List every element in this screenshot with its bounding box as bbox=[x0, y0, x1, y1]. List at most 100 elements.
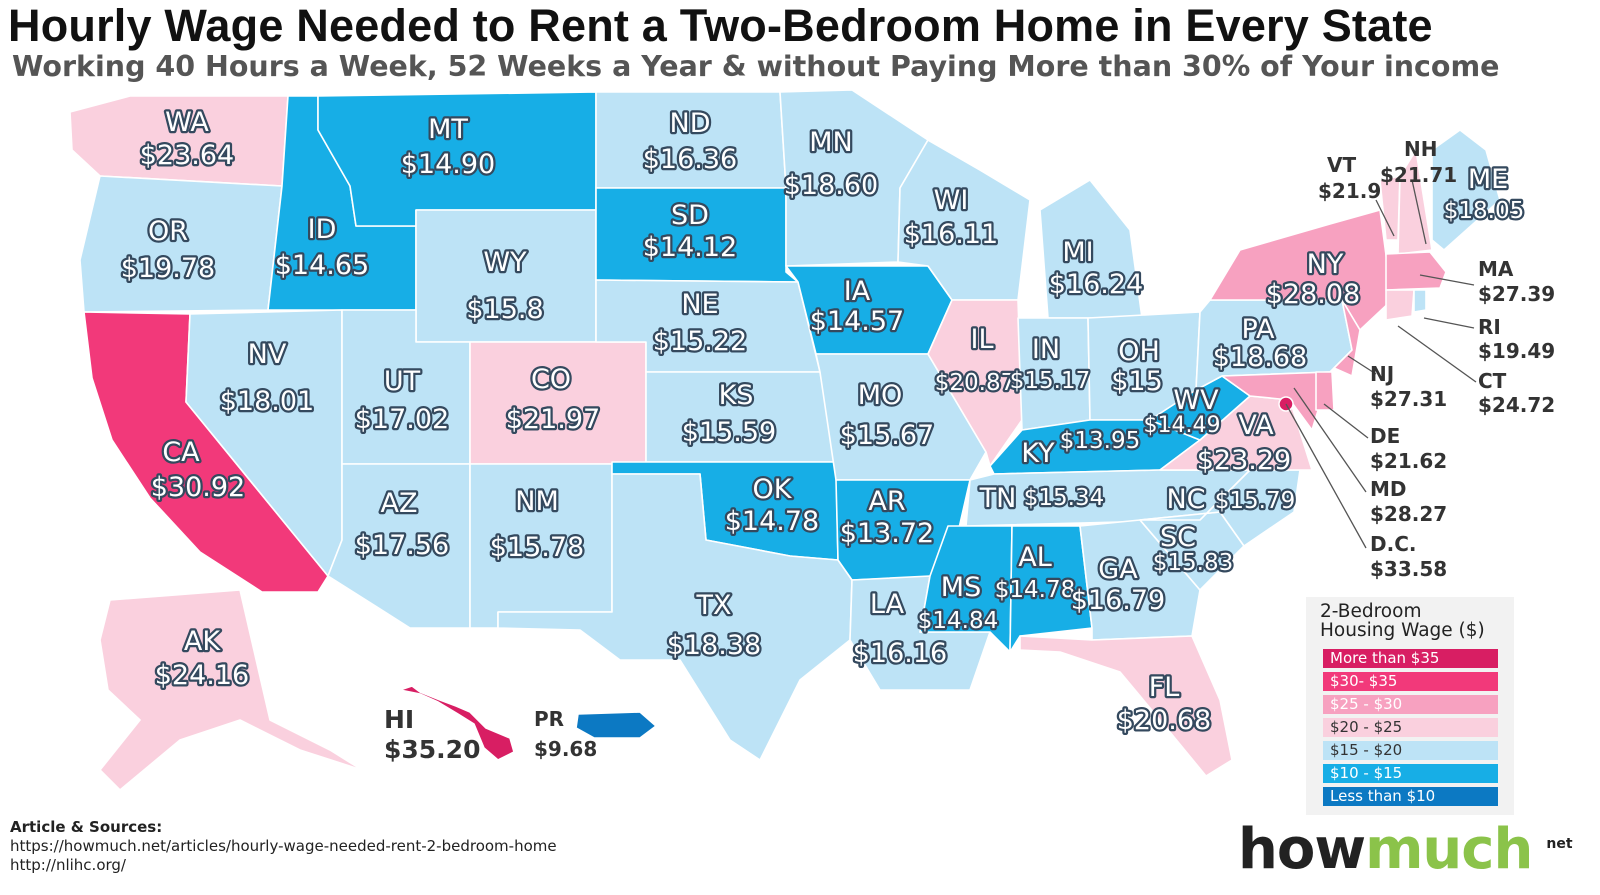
label-mt: MT $14.90 bbox=[401, 114, 495, 180]
label-tx: TX $18.38 bbox=[667, 590, 761, 661]
state-nj bbox=[1333, 299, 1361, 377]
label-ky: KY $13.95 bbox=[1021, 428, 1140, 469]
legend-title: 2-Bedroom Housing Wage ($) bbox=[1320, 602, 1514, 640]
label-il: IL $20.87 bbox=[935, 324, 1015, 396]
label-oh: OH $15 bbox=[1111, 336, 1163, 397]
legend-item-20-25: $20 - $25 bbox=[1323, 718, 1498, 737]
leader-nh bbox=[1411, 179, 1427, 245]
label-wa: WA $23.64 bbox=[140, 107, 234, 171]
state-or bbox=[79, 175, 283, 313]
legend-item-15-20: $15 - $20 bbox=[1323, 741, 1498, 760]
label-sd: SD $14.12 bbox=[643, 200, 737, 263]
leader-vt bbox=[1375, 199, 1395, 237]
sources: Article & Sources: https://howmuch.net/a… bbox=[10, 818, 557, 875]
label-ut: UT $17.02 bbox=[355, 366, 449, 435]
label-wi: WI $16.11 bbox=[904, 185, 998, 250]
state-ak bbox=[99, 589, 363, 791]
state-ri bbox=[1413, 289, 1427, 313]
sources-title: Article & Sources: bbox=[10, 818, 163, 836]
legend-title-line2: Housing Wage ($) bbox=[1320, 620, 1485, 641]
state-al bbox=[1009, 525, 1093, 653]
label-de: DE $21.62 bbox=[1370, 424, 1447, 473]
state-tx bbox=[497, 473, 853, 761]
state-sd bbox=[595, 187, 799, 283]
label-ga: GA $16.79 bbox=[1071, 554, 1165, 616]
state-ma bbox=[1385, 251, 1447, 291]
label-nd: ND $16.36 bbox=[643, 108, 737, 175]
label-ar: AR $13.72 bbox=[840, 486, 934, 549]
label-ks: KS $15.59 bbox=[682, 380, 776, 448]
label-nv: NV $18.01 bbox=[220, 339, 314, 417]
leader-nj bbox=[1347, 355, 1377, 375]
legend-item-10-15: $10 - $15 bbox=[1323, 764, 1498, 783]
label-ia: IA $14.57 bbox=[810, 276, 904, 337]
page-subtitle: Working 40 Hours a Week, 52 Weeks a Year… bbox=[12, 50, 1500, 83]
leader-md bbox=[1293, 387, 1367, 493]
legend: 2-Bedroom Housing Wage ($) More than $35… bbox=[1306, 597, 1514, 815]
brand-much: much bbox=[1365, 817, 1533, 882]
leader-dc bbox=[1285, 403, 1367, 549]
label-in: IN $15.17 bbox=[1010, 334, 1090, 394]
legend-item-25-30: $25 - $30 bbox=[1323, 695, 1498, 714]
label-vt: VT $21.9 bbox=[1318, 153, 1381, 203]
territory-pr bbox=[575, 711, 657, 739]
label-va: VA $23.29 bbox=[1197, 410, 1291, 476]
state-nc bbox=[1139, 469, 1301, 547]
label-wy: WY $15.8 bbox=[466, 247, 543, 325]
label-nj: NJ $27.31 bbox=[1370, 362, 1447, 411]
label-ct: CT $24.72 bbox=[1478, 369, 1555, 417]
legend-item-30-35: $30- $35 bbox=[1323, 672, 1498, 691]
label-la: LA $16.16 bbox=[853, 589, 947, 669]
state-ct bbox=[1385, 289, 1415, 321]
label-mn: MN $18.60 bbox=[784, 127, 878, 201]
label-ok: OK $14.78 bbox=[725, 474, 819, 537]
label-mi: MI $16.24 bbox=[1049, 237, 1143, 300]
leader-ma bbox=[1419, 274, 1475, 286]
howmuch-logo: howmuch net bbox=[1238, 817, 1573, 882]
legend-title-line1: 2-Bedroom bbox=[1320, 601, 1422, 622]
label-hi: HI $35.20 bbox=[384, 705, 480, 764]
label-ms: MS $14.84 bbox=[918, 572, 998, 634]
brand-net: net bbox=[1546, 836, 1573, 853]
label-wv: WV $14.49 bbox=[1144, 385, 1221, 438]
label-az: AZ $17.56 bbox=[355, 488, 449, 561]
state-fl bbox=[1019, 635, 1233, 777]
label-tn: TN $15.34 bbox=[979, 483, 1105, 514]
label-ca: CA $30.92 bbox=[151, 437, 245, 503]
brand-how: how bbox=[1238, 817, 1366, 882]
label-md: MD $28.27 bbox=[1370, 477, 1447, 526]
label-sc: SC $15.83 bbox=[1153, 522, 1233, 576]
label-ri: RI $19.49 bbox=[1478, 315, 1555, 363]
source-link-article[interactable]: https://howmuch.net/articles/hourly-wage… bbox=[10, 837, 557, 855]
label-dc: D.C. $33.58 bbox=[1370, 532, 1447, 581]
label-co: CO $21.97 bbox=[506, 364, 600, 435]
label-nm: NM $15.78 bbox=[490, 486, 584, 563]
state-me bbox=[1431, 129, 1501, 251]
legend-item-less-than-10: Less than $10 bbox=[1323, 787, 1498, 806]
state-nh bbox=[1397, 149, 1433, 255]
label-ny: NY $28.08 bbox=[1266, 249, 1360, 310]
label-nc: NC $15.79 bbox=[1166, 484, 1295, 515]
label-mo: MO $15.67 bbox=[840, 380, 934, 451]
source-link-nlihc[interactable]: http://nlihc.org/ bbox=[10, 856, 126, 874]
leader-ri bbox=[1423, 317, 1475, 329]
state-hi bbox=[399, 685, 515, 761]
page-title: Hourly Wage Needed to Rent a Two-Bedroom… bbox=[8, 0, 1433, 51]
state-co bbox=[469, 341, 647, 465]
label-ak: AK $24.16 bbox=[155, 626, 249, 691]
label-al: AL $14.78 bbox=[995, 542, 1075, 603]
label-ne: NE $15.22 bbox=[653, 289, 747, 357]
label-nh: NH $21.71 bbox=[1380, 137, 1457, 187]
label-id: ID $14.65 bbox=[275, 214, 369, 281]
label-pr: PR $9.68 bbox=[534, 707, 597, 761]
legend-item-more-than-35: More than $35 bbox=[1323, 649, 1498, 668]
label-me: ME $18.05 bbox=[1444, 164, 1524, 224]
label-fl: FL $20.68 bbox=[1117, 672, 1211, 736]
leader-ct bbox=[1397, 325, 1477, 383]
state-mi bbox=[1039, 179, 1143, 319]
state-md bbox=[1221, 371, 1331, 431]
leader-de bbox=[1323, 403, 1369, 439]
label-pa: PA $18.68 bbox=[1213, 314, 1307, 373]
label-or: OR $19.78 bbox=[121, 216, 215, 284]
